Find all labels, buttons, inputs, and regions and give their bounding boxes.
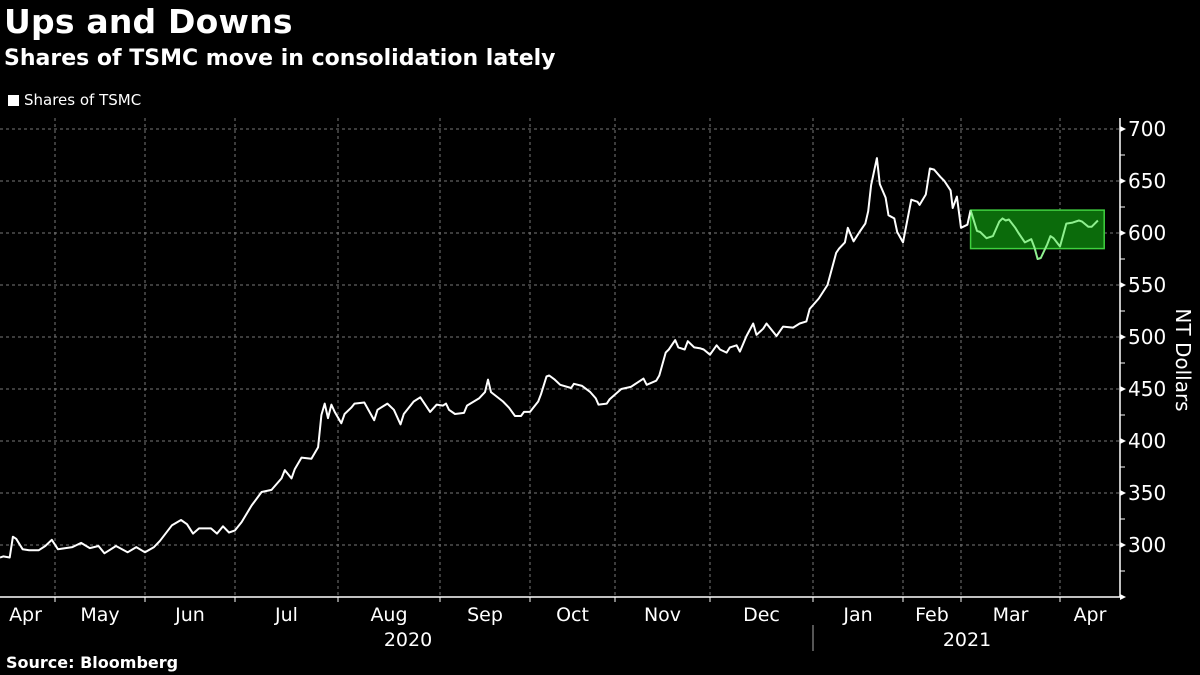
year-label: 2020 <box>384 629 432 651</box>
y-tick-label: 350 <box>1128 481 1166 505</box>
x-tick-label: Mar <box>993 604 1029 626</box>
legend-swatch <box>8 94 19 106</box>
x-tick-label: Nov <box>644 604 681 626</box>
x-tick-label: Oct <box>556 604 589 626</box>
y-tick-marker <box>1120 438 1126 444</box>
x-tick-label: Dec <box>743 604 780 626</box>
x-tick-label: Apr <box>9 604 42 626</box>
x-tick-label: Jan <box>842 604 872 626</box>
highlight-box <box>969 209 1105 250</box>
y-tick-label: 600 <box>1128 221 1166 245</box>
y-tick-marker <box>1120 282 1126 288</box>
y-tick-marker <box>1120 490 1126 496</box>
y-axis-label: NT Dollars <box>1171 308 1195 411</box>
chart-title: Ups and Downs <box>4 2 293 41</box>
y-tick-label: 450 <box>1128 377 1166 401</box>
x-tick-label: Jun <box>174 604 205 626</box>
x-tick-label: Feb <box>915 604 949 626</box>
y-tick-label: 300 <box>1128 533 1166 557</box>
y-tick-label: 700 <box>1128 117 1166 141</box>
y-tick-label: 400 <box>1128 429 1166 453</box>
x-tick-label: Jul <box>274 604 298 626</box>
y-tick-label: 500 <box>1128 325 1166 349</box>
x-tick-label: Sep <box>467 604 503 626</box>
source-note: Source: Bloomberg <box>6 653 179 672</box>
series-line-highlighted <box>969 209 1099 260</box>
legend: Shares of TSMC <box>8 91 141 109</box>
y-tick-marker <box>1120 334 1126 340</box>
y-tick-marker <box>1120 178 1126 184</box>
x-tick-label: May <box>80 604 119 626</box>
y-tick-marker <box>1120 542 1126 548</box>
year-label: 2021 <box>943 629 991 651</box>
x-tick-label: Aug <box>370 604 407 626</box>
y-tick-label: 550 <box>1128 273 1166 297</box>
legend-label: Shares of TSMC <box>24 91 142 109</box>
y-tick-label: 650 <box>1128 169 1166 193</box>
x-tick-label: Apr <box>1074 604 1107 626</box>
y-axis-arrow <box>1120 594 1126 600</box>
y-tick-marker <box>1120 126 1126 132</box>
chart-subtitle: Shares of TSMC move in consolidation lat… <box>4 46 556 71</box>
y-tick-marker <box>1120 386 1126 392</box>
series-line-shares-of-tsmc <box>0 157 972 559</box>
y-tick-marker <box>1120 230 1126 236</box>
